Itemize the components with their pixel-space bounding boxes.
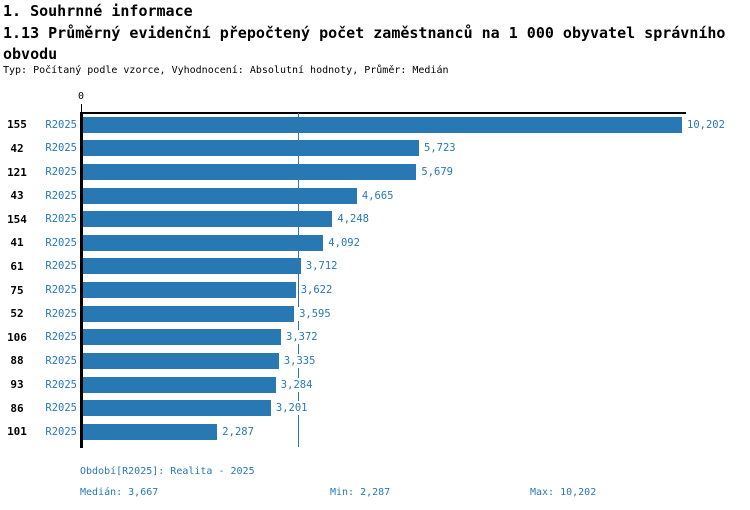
category-label: 101: [7, 425, 27, 439]
series-label: R2025: [45, 331, 77, 344]
value-label: 3,712: [304, 259, 339, 274]
indicator-title: 1.13 Průměrný evidenční přepočtený počet…: [3, 24, 726, 63]
bar: [83, 376, 276, 393]
series-label: R2025: [45, 307, 77, 320]
bar: [83, 140, 419, 157]
bar: [83, 258, 301, 275]
category-label: 42: [10, 141, 24, 155]
bar-row: 52 R2025 3,595: [0, 302, 750, 326]
category-label: 75: [10, 283, 24, 297]
category-label: 52: [10, 307, 24, 321]
bar-row: 106 R2025 3,372: [0, 326, 750, 350]
series-label: R2025: [45, 354, 77, 367]
bar-row: 88 R2025 3,335: [0, 349, 750, 373]
category-label: 61: [10, 259, 24, 273]
period-label: Období[R2025]: Realita - 2025: [80, 466, 255, 477]
series-label: R2025: [45, 378, 77, 391]
bar-row: 86 R2025 3,201: [0, 396, 750, 420]
bar-row: 41 R2025 4,092: [0, 231, 750, 255]
series-label: R2025: [45, 425, 77, 438]
category-label: 88: [10, 354, 24, 368]
median-reference-line: [298, 113, 299, 447]
value-label: 5,723: [423, 141, 457, 156]
bar: [83, 282, 296, 299]
series-label: R2025: [45, 118, 77, 131]
bar-row: 75 R2025 3,622: [0, 278, 750, 302]
bar: [83, 400, 271, 417]
bar: [83, 164, 417, 181]
value-label: 4,665: [360, 188, 395, 203]
series-label: R2025: [45, 284, 77, 297]
bar-row: 154 R2025 4,248: [0, 207, 750, 231]
bar-row: 101 R2025 2,287: [0, 420, 750, 444]
value-label: 10,202: [686, 117, 726, 132]
bar: [83, 211, 333, 228]
bar-row: 121 R2025 5,679: [0, 160, 750, 184]
bar: [83, 234, 324, 251]
value-label: 2,287: [221, 424, 255, 439]
value-label: 3,284: [279, 377, 314, 392]
series-label: R2025: [45, 142, 77, 155]
value-label: 5,679: [420, 165, 454, 180]
max-label: Max: 10,202: [530, 487, 597, 498]
section-title: 1. Souhrnné informace: [3, 2, 193, 20]
bar: [83, 352, 279, 369]
category-label: 43: [10, 189, 24, 203]
bar-row: 93 R2025 3,284: [0, 373, 750, 397]
min-label: Min: 2,287: [330, 487, 391, 498]
bar: [83, 305, 295, 322]
series-label: R2025: [45, 402, 77, 415]
bar-row: 42 R2025 5,723: [0, 137, 750, 161]
series-label: R2025: [45, 236, 77, 249]
bar: [83, 423, 218, 440]
x-axis-tick: [81, 104, 82, 113]
median-label: Medián: 3,667: [80, 487, 159, 498]
value-label: 4,248: [336, 212, 370, 227]
category-label: 106: [7, 330, 27, 344]
chart-meta-line: Typ: Počítaný podle vzorce, Vyhodnocení:…: [3, 65, 449, 76]
bar-row: 155 R2025 10,202: [0, 113, 750, 137]
bar-row: 43 R2025 4,665: [0, 184, 750, 208]
category-label: 41: [10, 236, 24, 250]
category-label: 154: [7, 212, 27, 226]
series-label: R2025: [45, 189, 77, 202]
series-label: R2025: [45, 166, 77, 179]
value-label: 3,372: [285, 330, 319, 345]
value-label: 3,335: [282, 353, 317, 368]
value-label: 3,622: [299, 283, 334, 298]
bar: [83, 187, 357, 204]
category-label: 93: [10, 378, 24, 392]
series-label: R2025: [45, 213, 77, 226]
category-label: 121: [7, 165, 27, 179]
y-axis-line: [80, 113, 83, 448]
value-label: 3,595: [298, 306, 332, 321]
value-label: 4,092: [327, 235, 361, 250]
category-label: 155: [7, 118, 27, 132]
value-label: 3,201: [274, 401, 309, 416]
category-label: 86: [10, 401, 24, 415]
bar: [83, 116, 682, 133]
series-label: R2025: [45, 260, 77, 273]
x-axis-line: [80, 112, 686, 114]
x-axis-zero-label: 0: [77, 91, 85, 102]
bar-row: 61 R2025 3,712: [0, 255, 750, 279]
bar: [83, 329, 281, 346]
